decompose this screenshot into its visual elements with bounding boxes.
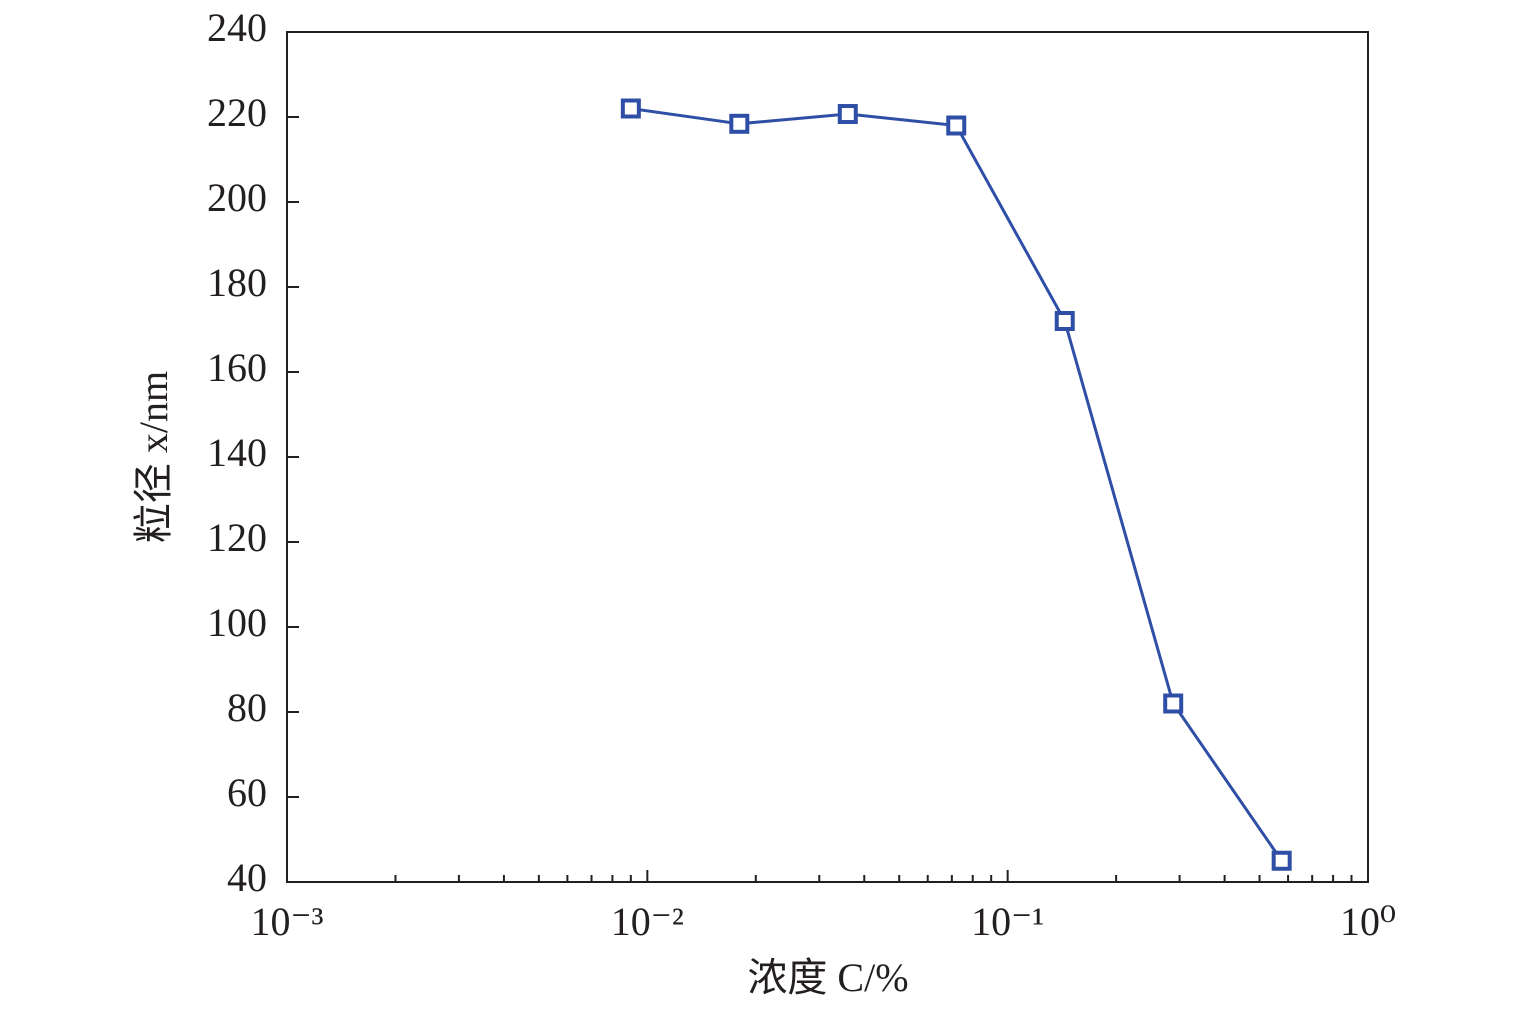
x-tick-label: 10⁻² xyxy=(611,899,684,944)
y-tick-label: 120 xyxy=(207,515,267,560)
data-point xyxy=(1271,850,1292,871)
y-tick-label: 100 xyxy=(207,600,267,645)
plot-frame xyxy=(286,31,1369,883)
data-point xyxy=(620,98,641,119)
y-axis-label: 粒径 x/nm xyxy=(131,371,176,543)
data-point xyxy=(1054,311,1075,331)
y-tick-label: 80 xyxy=(227,685,267,730)
data-point xyxy=(946,115,967,136)
y-tick-label: 40 xyxy=(227,855,267,900)
x-tick-label: 10⁰ xyxy=(1340,899,1396,944)
y-tick-label: 200 xyxy=(207,175,267,220)
x-axis-label: 浓度 C/% xyxy=(747,955,908,1000)
y-tick-label: 220 xyxy=(207,90,267,135)
x-tick-label: 10⁻³ xyxy=(250,899,323,944)
data-point xyxy=(1163,693,1184,714)
y-tick-label: 60 xyxy=(227,770,267,815)
y-tick-label: 140 xyxy=(207,430,267,475)
data-line xyxy=(630,107,1283,862)
data-point xyxy=(729,113,750,134)
y-tick-label: 160 xyxy=(207,345,267,390)
data-point xyxy=(837,104,858,125)
x-tick-label: 10⁻¹ xyxy=(971,899,1044,944)
y-tick-label: 240 xyxy=(207,5,267,50)
y-tick-label: 180 xyxy=(207,260,267,305)
